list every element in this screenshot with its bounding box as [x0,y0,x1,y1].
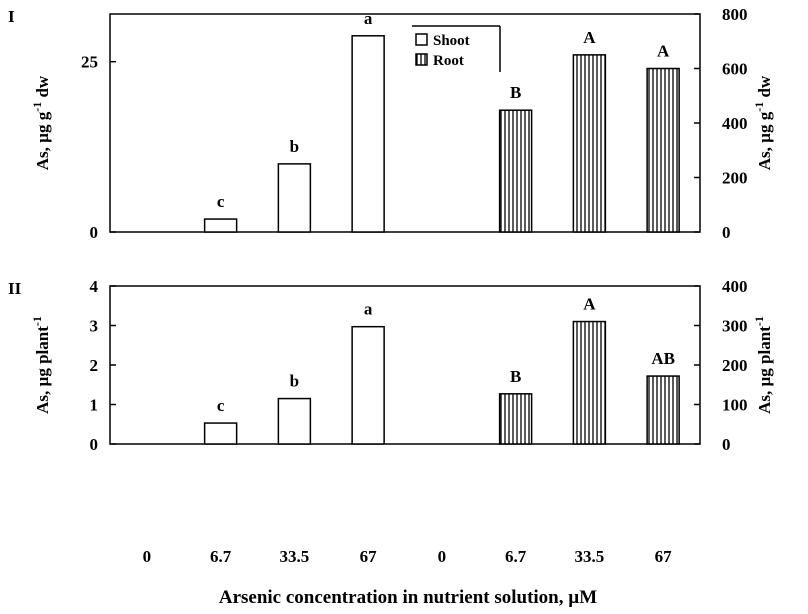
legend-label: Root [433,53,464,69]
left-tick-label: 0 [90,435,99,454]
significance-letter: b [290,372,299,391]
significance-letter: a [364,9,373,28]
left-tick-label: 3 [90,317,99,336]
significance-letter: A [583,28,596,47]
right-tick-label: 0 [722,435,731,454]
significance-letter: AB [651,349,675,368]
panel-2: II 0 1 2 3 4 0 100 200 300 400 As, µg plant-1 As, µg… [8,277,774,454]
right-tick-label: 200 [722,356,748,375]
bar-shoot [203,218,238,233]
x-tick-label: 6.7 [505,547,527,566]
significance-letter: A [657,42,670,61]
left-tick-label: 0 [90,223,99,242]
right-tick-label: 600 [722,60,748,79]
legend-label: Shoot [433,33,470,49]
bar-shoot [277,163,312,233]
significance-letter: B [510,367,521,386]
right-tick-label: 200 [722,169,748,188]
right-y-axis-label: As, µg g-1 dw [752,75,774,170]
left-tick-label: 1 [90,396,99,415]
significance-letter: c [217,192,225,211]
left-y-axis-label: As, µg plant-1 [30,316,52,414]
x-axis: 0 6.7 33.5 67 0 6.7 33.5 67 [143,547,673,566]
right-tick-label: 400 [722,277,748,296]
right-tick-label: 800 [722,5,748,24]
left-tick-label: 2 [90,356,99,375]
bar-shoot [351,35,385,233]
x-tick-label: 67 [655,547,673,566]
right-tick-label: 0 [722,223,731,242]
bar-root [572,54,607,233]
bar-root [646,375,680,445]
right-tick-label: 100 [722,396,748,415]
legend-swatch [415,53,428,66]
x-tick-label: 33.5 [575,547,605,566]
panel-label: II [8,279,22,298]
x-tick-label: 33.5 [280,547,310,566]
left-tick-label: 25 [81,53,98,72]
x-tick-label: 0 [143,547,152,566]
significance-letter: a [364,300,373,319]
bar-root [498,393,533,445]
panel-label: I [8,7,15,26]
significance-letter: B [510,83,521,102]
panel-1: I 0 25 0 200 400 600 800 As, µg g-1 dw As, µg g-1… [8,5,774,242]
left-tick-label: 4 [90,277,99,296]
right-tick-label: 300 [722,317,748,336]
legend-swatch [415,33,428,46]
right-tick-label: 400 [722,114,748,133]
x-tick-label: 6.7 [210,547,232,566]
significance-letter: A [583,295,596,314]
plot-frame [109,285,701,445]
significance-letter: c [217,396,225,415]
x-tick-label: 67 [360,547,378,566]
plot-frame [109,13,701,233]
bar-root [498,109,533,233]
bar-shoot [351,325,385,445]
left-y-axis-label: As, µg g-1 dw [30,75,52,170]
bar-shoot [277,397,312,445]
bar-root [646,67,680,233]
x-axis-label: Arsenic concentration in nutrient soluti… [219,587,597,608]
x-tick-label: 0 [438,547,447,566]
bar-shoot [203,422,238,445]
right-y-axis-label: As, µg plant-1 [752,316,774,414]
significance-letter: b [290,137,299,156]
bar-root [572,320,607,445]
